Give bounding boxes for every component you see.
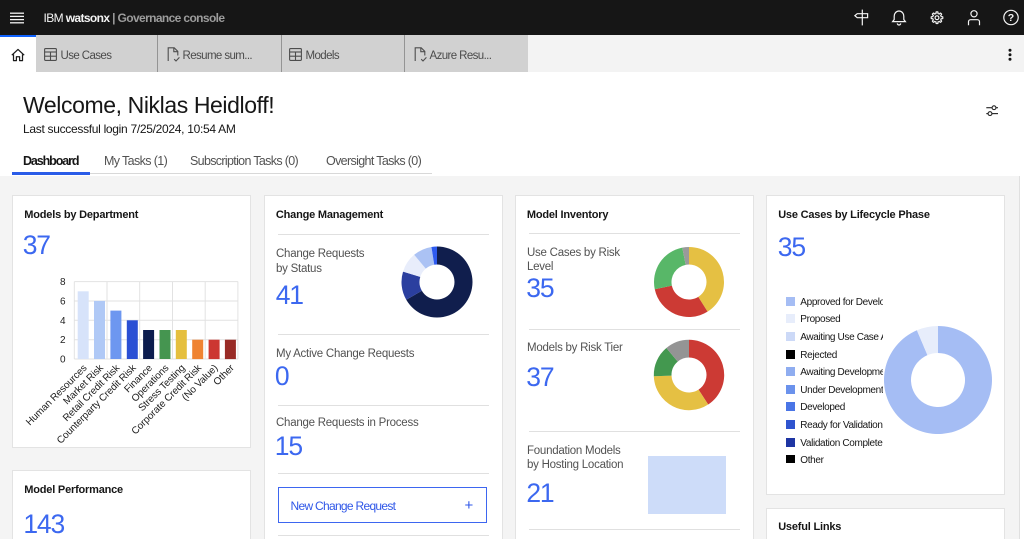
svg-text:6: 6	[60, 297, 66, 308]
svg-text:2: 2	[60, 335, 66, 346]
svg-text:4: 4	[60, 316, 66, 327]
svg-text:?: ?	[1008, 12, 1014, 24]
svg-text:8: 8	[60, 277, 66, 288]
svg-text:0: 0	[60, 355, 66, 366]
